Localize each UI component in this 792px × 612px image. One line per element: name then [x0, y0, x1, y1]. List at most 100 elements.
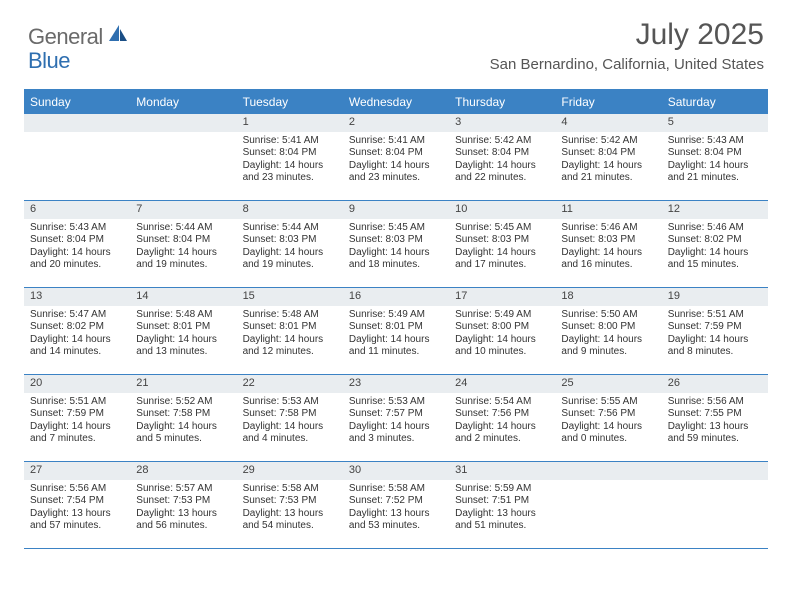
day-cell: 14Sunrise: 5:48 AMSunset: 8:01 PMDayligh…	[130, 288, 236, 374]
week-row: 6Sunrise: 5:43 AMSunset: 8:04 PMDaylight…	[24, 201, 768, 288]
day-number: 28	[130, 462, 236, 480]
day-cell: 7Sunrise: 5:44 AMSunset: 8:04 PMDaylight…	[130, 201, 236, 287]
day-body: Sunrise: 5:51 AMSunset: 7:59 PMDaylight:…	[24, 393, 130, 450]
daylight-text: Daylight: 14 hours and 11 minutes.	[349, 334, 443, 359]
sunrise-text: Sunrise: 5:42 AM	[455, 135, 549, 148]
day-cell: 30Sunrise: 5:58 AMSunset: 7:52 PMDayligh…	[343, 462, 449, 548]
location-subtitle: San Bernardino, California, United State…	[490, 56, 764, 73]
day-body: Sunrise: 5:53 AMSunset: 7:57 PMDaylight:…	[343, 393, 449, 450]
day-number: 8	[237, 201, 343, 219]
day-number: 20	[24, 375, 130, 393]
daylight-text: Daylight: 14 hours and 10 minutes.	[455, 334, 549, 359]
day-number: 2	[343, 114, 449, 132]
day-number: 7	[130, 201, 236, 219]
day-body: Sunrise: 5:43 AMSunset: 8:04 PMDaylight:…	[24, 219, 130, 276]
day-cell: 20Sunrise: 5:51 AMSunset: 7:59 PMDayligh…	[24, 375, 130, 461]
day-body: Sunrise: 5:44 AMSunset: 8:03 PMDaylight:…	[237, 219, 343, 276]
day-number: 18	[555, 288, 661, 306]
day-cell: 16Sunrise: 5:49 AMSunset: 8:01 PMDayligh…	[343, 288, 449, 374]
day-body: Sunrise: 5:52 AMSunset: 7:58 PMDaylight:…	[130, 393, 236, 450]
sunset-text: Sunset: 8:04 PM	[349, 147, 443, 160]
daylight-text: Daylight: 13 hours and 53 minutes.	[349, 508, 443, 533]
day-body: Sunrise: 5:56 AMSunset: 7:54 PMDaylight:…	[24, 480, 130, 537]
daylight-text: Daylight: 14 hours and 8 minutes.	[668, 334, 762, 359]
day-body: Sunrise: 5:48 AMSunset: 8:01 PMDaylight:…	[130, 306, 236, 363]
sunset-text: Sunset: 8:04 PM	[455, 147, 549, 160]
week-row: 1Sunrise: 5:41 AMSunset: 8:04 PMDaylight…	[24, 114, 768, 201]
day-cell: 19Sunrise: 5:51 AMSunset: 7:59 PMDayligh…	[662, 288, 768, 374]
sunrise-text: Sunrise: 5:54 AM	[455, 396, 549, 409]
day-body: Sunrise: 5:55 AMSunset: 7:56 PMDaylight:…	[555, 393, 661, 450]
day-body: Sunrise: 5:58 AMSunset: 7:53 PMDaylight:…	[237, 480, 343, 537]
day-body: Sunrise: 5:41 AMSunset: 8:04 PMDaylight:…	[237, 132, 343, 189]
day-body: Sunrise: 5:59 AMSunset: 7:51 PMDaylight:…	[449, 480, 555, 537]
sunset-text: Sunset: 7:58 PM	[243, 408, 337, 421]
day-body	[24, 132, 130, 192]
sunset-text: Sunset: 7:58 PM	[136, 408, 230, 421]
weekday-header: Wednesday	[343, 91, 449, 114]
sunrise-text: Sunrise: 5:50 AM	[561, 309, 655, 322]
sunrise-text: Sunrise: 5:45 AM	[349, 222, 443, 235]
sunset-text: Sunset: 7:57 PM	[349, 408, 443, 421]
sunrise-text: Sunrise: 5:58 AM	[349, 483, 443, 496]
sunset-text: Sunset: 8:01 PM	[136, 321, 230, 334]
day-number: 10	[449, 201, 555, 219]
logo: General	[28, 24, 131, 50]
day-cell: 3Sunrise: 5:42 AMSunset: 8:04 PMDaylight…	[449, 114, 555, 200]
weekday-header-row: SundayMondayTuesdayWednesdayThursdayFrid…	[24, 91, 768, 114]
day-cell: 4Sunrise: 5:42 AMSunset: 8:04 PMDaylight…	[555, 114, 661, 200]
sunset-text: Sunset: 8:04 PM	[668, 147, 762, 160]
daylight-text: Daylight: 14 hours and 21 minutes.	[561, 160, 655, 185]
daylight-text: Daylight: 14 hours and 7 minutes.	[30, 421, 124, 446]
daylight-text: Daylight: 13 hours and 59 minutes.	[668, 421, 762, 446]
daylight-text: Daylight: 14 hours and 16 minutes.	[561, 247, 655, 272]
day-body: Sunrise: 5:42 AMSunset: 8:04 PMDaylight:…	[449, 132, 555, 189]
day-number: 9	[343, 201, 449, 219]
day-cell: 22Sunrise: 5:53 AMSunset: 7:58 PMDayligh…	[237, 375, 343, 461]
day-body: Sunrise: 5:56 AMSunset: 7:55 PMDaylight:…	[662, 393, 768, 450]
day-cell: 31Sunrise: 5:59 AMSunset: 7:51 PMDayligh…	[449, 462, 555, 548]
day-number: 23	[343, 375, 449, 393]
logo-text-blue: Blue	[28, 48, 70, 73]
daylight-text: Daylight: 14 hours and 23 minutes.	[243, 160, 337, 185]
sunset-text: Sunset: 8:01 PM	[243, 321, 337, 334]
day-number	[662, 462, 768, 480]
day-cell: 10Sunrise: 5:45 AMSunset: 8:03 PMDayligh…	[449, 201, 555, 287]
sunset-text: Sunset: 8:02 PM	[30, 321, 124, 334]
sunrise-text: Sunrise: 5:42 AM	[561, 135, 655, 148]
day-number: 5	[662, 114, 768, 132]
sunset-text: Sunset: 7:56 PM	[561, 408, 655, 421]
day-number: 15	[237, 288, 343, 306]
weekday-header: Sunday	[24, 91, 130, 114]
sunrise-text: Sunrise: 5:43 AM	[668, 135, 762, 148]
sunrise-text: Sunrise: 5:53 AM	[349, 396, 443, 409]
day-body: Sunrise: 5:58 AMSunset: 7:52 PMDaylight:…	[343, 480, 449, 537]
day-number	[24, 114, 130, 132]
day-body: Sunrise: 5:44 AMSunset: 8:04 PMDaylight:…	[130, 219, 236, 276]
day-body: Sunrise: 5:46 AMSunset: 8:02 PMDaylight:…	[662, 219, 768, 276]
day-number	[130, 114, 236, 132]
logo-sail-icon	[107, 23, 129, 48]
sunrise-text: Sunrise: 5:46 AM	[668, 222, 762, 235]
sunset-text: Sunset: 8:02 PM	[668, 234, 762, 247]
daylight-text: Daylight: 14 hours and 13 minutes.	[136, 334, 230, 359]
day-cell: 13Sunrise: 5:47 AMSunset: 8:02 PMDayligh…	[24, 288, 130, 374]
daylight-text: Daylight: 13 hours and 56 minutes.	[136, 508, 230, 533]
day-body: Sunrise: 5:53 AMSunset: 7:58 PMDaylight:…	[237, 393, 343, 450]
day-body	[555, 480, 661, 540]
week-row: 13Sunrise: 5:47 AMSunset: 8:02 PMDayligh…	[24, 288, 768, 375]
day-number: 22	[237, 375, 343, 393]
sunset-text: Sunset: 8:03 PM	[561, 234, 655, 247]
day-cell: 29Sunrise: 5:58 AMSunset: 7:53 PMDayligh…	[237, 462, 343, 548]
day-cell: 18Sunrise: 5:50 AMSunset: 8:00 PMDayligh…	[555, 288, 661, 374]
daylight-text: Daylight: 14 hours and 18 minutes.	[349, 247, 443, 272]
sunset-text: Sunset: 8:03 PM	[349, 234, 443, 247]
day-number: 21	[130, 375, 236, 393]
daylight-text: Daylight: 14 hours and 20 minutes.	[30, 247, 124, 272]
sunset-text: Sunset: 8:04 PM	[561, 147, 655, 160]
sunrise-text: Sunrise: 5:48 AM	[243, 309, 337, 322]
sunrise-text: Sunrise: 5:46 AM	[561, 222, 655, 235]
day-number: 6	[24, 201, 130, 219]
day-number: 26	[662, 375, 768, 393]
weekday-header: Saturday	[662, 91, 768, 114]
